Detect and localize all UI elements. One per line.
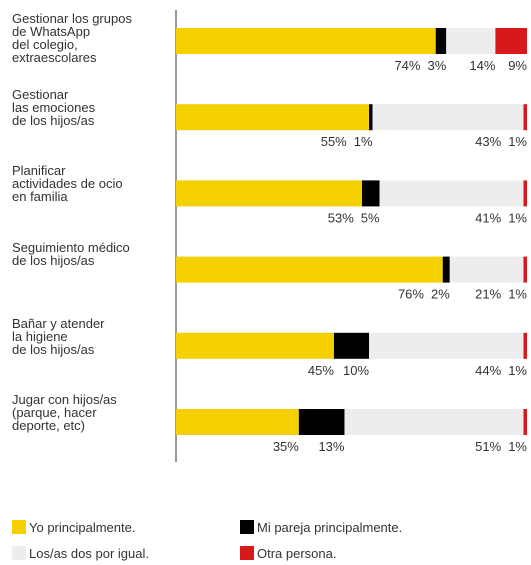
value-label: 43% [475,134,501,149]
bar-segment [372,104,524,131]
legend-swatch [240,546,254,560]
value-label: 14% [469,58,495,73]
bar-segment [176,104,370,131]
bar-segment [298,409,345,435]
legend-label: Los/as dos por igual. [29,546,149,561]
value-label: 1% [508,439,527,454]
value-label: 35% [273,439,299,454]
bar-segment [333,332,370,359]
value-label: 53% [328,210,354,225]
bar-segment [523,256,527,283]
value-label: 21% [475,287,501,302]
bar-segment [176,28,436,54]
value-label: 45% [308,363,334,378]
bar-segment [176,180,363,207]
bar-segment [523,332,527,359]
value-label: 10% [343,363,369,378]
category-label: Planificar actividades de ocio en famili… [12,163,123,205]
bar-segment [176,409,299,435]
bar-segment [369,104,373,131]
category-label: Gestionar los grupos de WhatsApp del col… [12,11,132,65]
legend-swatch [12,546,26,560]
value-label: 1% [354,134,373,149]
category-label: Jugar con hijos/as (parque, hacer deport… [12,392,117,433]
category-label: Bañar y atender la higiene de los hijos/… [12,315,105,357]
bar-segment [495,28,527,54]
value-label: 13% [318,439,344,454]
bar-segment [449,256,524,283]
bar-segment [435,28,447,54]
value-label: 74% [394,58,420,73]
bar-segment [362,180,380,207]
value-label: 76% [398,287,424,302]
bar-segment [523,104,527,131]
bar-segment [176,332,334,359]
legend-swatch [12,520,26,534]
value-label: 1% [508,363,527,378]
bar-segment [176,256,443,283]
bar-segment [442,256,450,283]
value-label: 2% [431,287,450,302]
legend-label: Yo principalmente. [29,520,135,535]
legend-swatch [240,520,254,534]
category-label: Seguimiento médico de los hijos/as [12,239,130,268]
value-label: 1% [508,210,527,225]
value-label: 9% [508,58,527,73]
value-label: 44% [475,363,501,378]
value-label: 1% [508,134,527,149]
value-label: 5% [361,210,380,225]
bar-segment [369,332,524,359]
bar-segment [344,409,524,435]
value-label: 55% [321,134,347,149]
bar-segment [446,28,496,54]
bar-segment [379,180,524,207]
bar-segment [523,180,527,207]
value-label: 1% [508,287,527,302]
value-label: 51% [475,439,501,454]
legend-label: Mi pareja principalmente. [257,520,402,535]
category-label: Gestionar las emociones de los hijos/as [12,87,96,129]
bar-segment [523,409,527,435]
legend-label: Otra persona. [257,546,337,561]
value-label: 41% [475,210,501,225]
value-label: 3% [427,58,446,73]
